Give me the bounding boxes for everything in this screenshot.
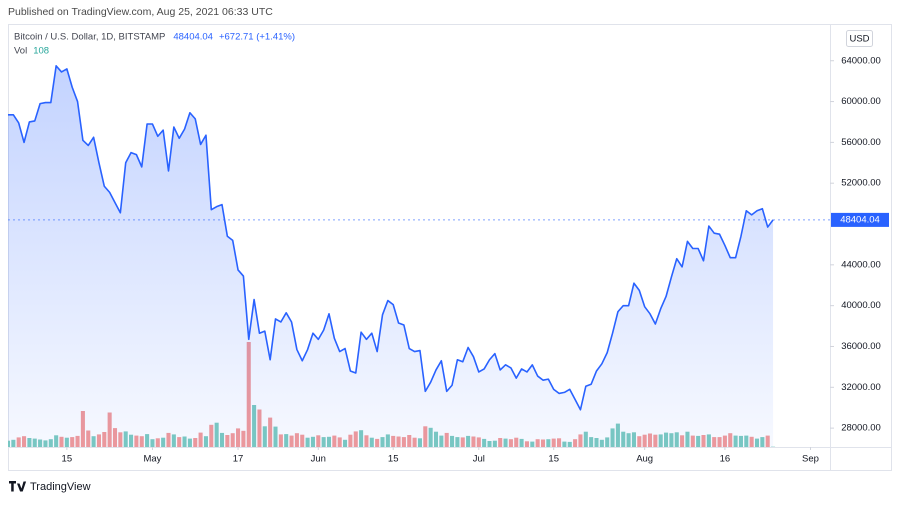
y-tick-label: 44000.00 [841, 259, 881, 270]
volume-label: Vol [14, 46, 27, 57]
currency-label: USD [849, 34, 869, 45]
y-tick-label: 52000.00 [841, 178, 881, 189]
y-tick-label: 36000.00 [841, 341, 881, 352]
price-area [8, 66, 773, 447]
x-tick-label: Sep [802, 454, 819, 465]
x-tick-label: 15 [548, 454, 559, 465]
x-tick-label: Jun [311, 454, 326, 465]
x-tick-label: Aug [636, 454, 653, 465]
tradingview-logo [9, 481, 26, 492]
price-change: +672.71 (+1.41%) [219, 32, 295, 43]
y-tick-label: 64000.00 [841, 55, 881, 66]
y-tick-label: 40000.00 [841, 300, 881, 311]
legend: Bitcoin / U.S. Dollar, 1D, BITSTAMP 4840… [14, 32, 295, 57]
x-tick-label: 15 [62, 454, 73, 465]
y-tick-label: 28000.00 [841, 423, 881, 434]
last-price-label: 48404.04 [840, 214, 880, 225]
footer-brand: TradingView [30, 481, 91, 493]
x-tick-label: 15 [388, 454, 399, 465]
x-tick-label: Jul [473, 454, 485, 465]
published-header: Published on TradingView.com, Aug 25, 20… [8, 6, 273, 18]
symbol-label: Bitcoin / U.S. Dollar, 1D, BITSTAMP [14, 32, 165, 43]
y-tick-label: 32000.00 [841, 382, 881, 393]
y-tick-label: 56000.00 [841, 137, 881, 148]
volume-value: 108 [33, 46, 49, 57]
plot-area [6, 66, 830, 447]
x-tick-label: 17 [233, 454, 244, 465]
last-price: 48404.04 [173, 32, 213, 43]
y-tick-label: 60000.00 [841, 96, 881, 107]
x-tick-label: 16 [720, 454, 731, 465]
x-tick-label: May [143, 454, 161, 465]
